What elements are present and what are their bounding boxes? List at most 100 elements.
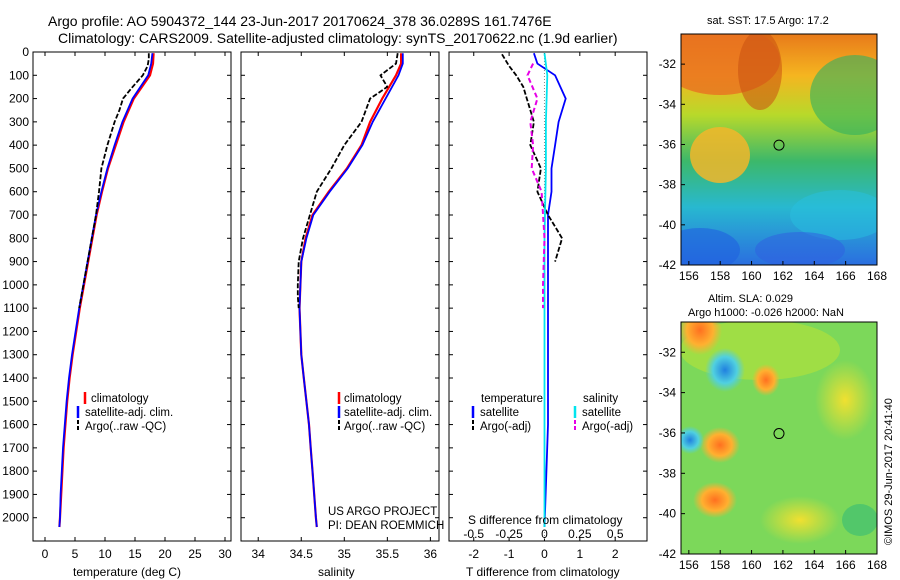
x-tick-label: 25 [188, 547, 202, 561]
x2-tick-label: 0.25 [568, 527, 592, 541]
y-tick-label: 1500 [2, 394, 29, 408]
lon-tick-label: 168 [867, 269, 887, 283]
series-temperature-argo-adj- [501, 53, 564, 262]
y-tick-label: 1900 [2, 487, 29, 501]
argo-location-marker [773, 428, 785, 440]
lon-tick-label: 162 [773, 269, 793, 283]
y-tick-label: 800 [9, 231, 29, 245]
lat-tick-label: -38 [659, 178, 677, 192]
legend-temperature-heading: temperature [481, 393, 543, 405]
y-tick-label: 0 [22, 45, 29, 59]
lat-tick-label: -34 [659, 97, 677, 111]
salinity-legend: climatology satellite-adj. clim. Argo(..… [337, 392, 432, 433]
x2-tick-label: -0.5 [463, 527, 484, 541]
argo-location-marker [773, 139, 785, 151]
y-tick-label: 1200 [2, 324, 29, 338]
series-climatology [58, 53, 155, 528]
y-tick-label: 2000 [2, 511, 29, 525]
x2-tick-label: 0.5 [607, 527, 624, 541]
lat-tick-label: -32 [659, 345, 677, 359]
sla-map-axes: 156 158 160 162 164 166 168 -32 -34 -36 -38 -40 -42 [659, 345, 888, 572]
x-tick-label: 5 [72, 547, 79, 561]
y-tick-label: 1000 [2, 278, 29, 292]
y-tick-label: 1600 [2, 418, 29, 432]
depth-axis: 0 100 200 300 400 500 600 700 800 900 1000 1100 1200… [2, 45, 647, 525]
lon-tick-label: 166 [836, 558, 856, 572]
lon-tick-label: 162 [773, 558, 793, 572]
legend-argo-raw: Argo(..raw -QC) [85, 421, 166, 433]
temperature-legend: climatology satellite-adj. clim. Argo(..… [76, 392, 173, 433]
lon-tick-label: 160 [742, 269, 762, 283]
project-credit: US ARGO PROJECT [328, 506, 437, 518]
sla-map-title: Altim. SLA: 0.029 [708, 293, 793, 305]
legend-climatology: climatology [91, 393, 149, 405]
series-salinity-satellite [543, 53, 549, 527]
series-satellite-adj-clim- [298, 53, 404, 528]
temperature-plot: 0 5 10 15 20 25 30 [42, 52, 232, 561]
t-difference-xlabel: T difference from climatology [466, 565, 620, 579]
sla-map-frame [680, 321, 878, 555]
lon-tick-label: 164 [804, 269, 824, 283]
lon-tick-label: 164 [804, 558, 824, 572]
legend-argo-raw: Argo(..raw -QC) [344, 421, 425, 433]
y-tick-label: 1800 [2, 464, 29, 478]
x-tick-label: 10 [98, 547, 112, 561]
x-tick-label: 36 [424, 547, 438, 561]
lon-tick-label: 166 [836, 269, 856, 283]
x-tick-label: 1 [576, 547, 583, 561]
series-argo-raw-qc- [78, 53, 150, 309]
legend-climatology: climatology [344, 393, 402, 405]
lat-tick-label: -32 [659, 57, 677, 71]
salinity-plot: 34 34.5 35 35.5 36 [252, 52, 438, 561]
s-difference-xlabel: S difference from climatology [468, 513, 623, 527]
x-tick-label: 34.5 [290, 547, 314, 561]
legend-s-satellite: satellite [582, 407, 621, 419]
y-tick-label: 100 [9, 68, 29, 82]
x2-tick-label: 0 [541, 527, 548, 541]
x-tick-label: 0 [541, 547, 548, 561]
lat-tick-label: -42 [659, 547, 677, 561]
sst-map-axes: 156 158 160 162 164 166 168 -32 -34 -36 -38 -40 -42 [659, 57, 888, 283]
pi-credit: PI: DEAN ROEMMICH [328, 520, 444, 532]
lon-tick-label: 160 [742, 558, 762, 572]
y-tick-label: 400 [9, 138, 29, 152]
y-tick-label: 200 [9, 92, 29, 106]
lon-tick-label: 158 [710, 558, 730, 572]
temperature-panel [32, 51, 232, 542]
series-salinity-argo-adj- [526, 63, 546, 309]
lon-tick-label: 158 [710, 269, 730, 283]
title-line-2: Climatology: CARS2009. Satellite-adjuste… [58, 30, 618, 46]
legend-t-argo: Argo(-adj) [480, 421, 531, 433]
y-tick-label: 1700 [2, 441, 29, 455]
legend-t-satellite: satellite [480, 407, 519, 419]
lon-tick-label: 156 [679, 269, 699, 283]
y-tick-label: 300 [9, 115, 29, 129]
x-tick-label: 15 [128, 547, 142, 561]
legend-satellite-adj: satellite-adj. clim. [344, 407, 432, 419]
lon-tick-label: 168 [867, 558, 887, 572]
difference-panel [448, 51, 648, 542]
x-tick-label: 30 [218, 547, 232, 561]
x-tick-label: 0 [42, 547, 49, 561]
salinity-xlabel: salinity [318, 565, 355, 579]
y-tick-label: 900 [9, 255, 29, 269]
lat-tick-label: -40 [659, 218, 677, 232]
y-tick-label: 600 [9, 185, 29, 199]
y-tick-label: 1400 [2, 371, 29, 385]
difference-legend: temperature satellite Argo(-adj) salinit… [471, 393, 633, 433]
lat-tick-label: -34 [659, 386, 677, 400]
imos-stamp: ©IMOS 29-Jun-2017 20:41:40 [883, 398, 895, 545]
sst-map-frame [680, 33, 878, 266]
x-tick-label: 34 [252, 547, 266, 561]
sla-map [681, 322, 877, 554]
lat-tick-label: -42 [659, 258, 677, 272]
y-tick-label: 700 [9, 208, 29, 222]
sla-map-subtitle: Argo h1000: -0.026 h2000: NaN [688, 307, 844, 319]
y-tick-label: 1300 [2, 348, 29, 362]
series-argo-raw-qc- [296, 53, 399, 309]
y-tick-label: 1100 [3, 301, 29, 315]
x-tick-label: -2 [468, 547, 479, 561]
legend-salinity-heading: salinity [583, 393, 618, 405]
title-line-1: Argo profile: AO 5904372_144 23-Jun-2017… [48, 13, 552, 29]
